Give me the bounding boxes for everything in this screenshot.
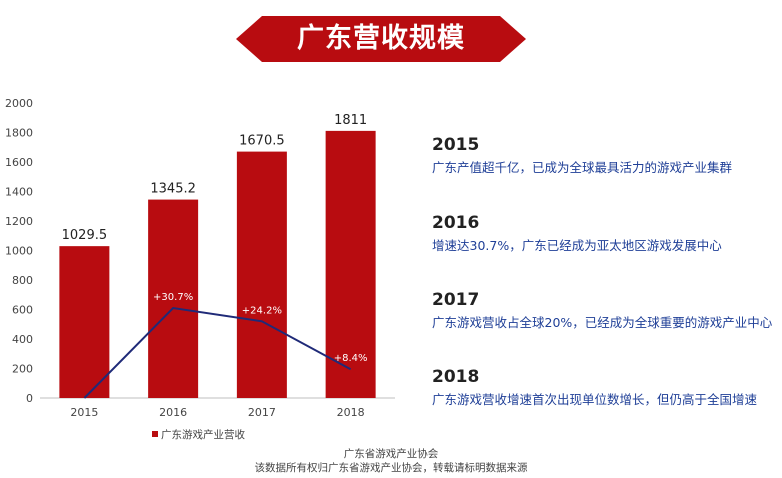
y-tick-label: 1600 (5, 156, 33, 169)
y-tick-label: 1400 (5, 186, 33, 199)
description-2018: 2018 广东游戏营收增速首次出现单位数增长，但仍高于全国增速 (432, 366, 782, 409)
revenue-chart: 0 200 400 600 800 1000 1200 1400 1600 1800 2000 102… (5, 97, 395, 441)
x-tick-label: 2018 (337, 406, 365, 419)
footer-source: 广东省游戏产业协会 (343, 448, 439, 460)
description-2015: 2015 广东产值超千亿，已成为全球最具活力的游戏产业集群 (432, 134, 782, 177)
y-tick-label: 600 (12, 304, 33, 317)
page-title: 广东营收规模 (297, 23, 465, 54)
y-tick-label: 400 (12, 333, 33, 346)
y-tick-label: 1800 (5, 127, 33, 140)
description-text: 广东游戏营收增速首次出现单位数增长，但仍高于全国增速 (432, 392, 758, 407)
footer-copyright: 该数据所有权归广东省游戏产业协会，转载请标明数据来源 (254, 462, 528, 474)
growth-label: +24.2% (242, 305, 282, 316)
description-text: 增速达30.7%，广东已经成为亚太地区游戏发展中心 (432, 238, 722, 253)
banner-shape (236, 16, 526, 62)
x-tick-label: 2016 (159, 406, 187, 419)
bar-value-label: 1345.2 (150, 182, 196, 197)
y-tick-label: 1000 (5, 245, 33, 258)
description-text: 广东产值超千亿，已成为全球最具活力的游戏产业集群 (432, 160, 733, 175)
growth-label: +8.4% (334, 353, 368, 364)
growth-label: +30.7% (153, 292, 193, 303)
bar (236, 151, 287, 398)
bar (148, 199, 199, 398)
y-tick-label: 200 (12, 363, 33, 376)
y-tick-label: 2000 (5, 97, 33, 110)
description-year: 2016 (432, 213, 480, 233)
legend-swatch (152, 431, 158, 437)
y-tick-label: 800 (12, 274, 33, 287)
bar-value-label: 1811 (334, 113, 367, 128)
description-text: 广东游戏营收占全球20%，已经成为全球重要的游戏产业中心 (432, 315, 773, 330)
title-banner: 广东营收规模 (236, 16, 526, 62)
y-tick-label: 1200 (5, 215, 33, 228)
description-year: 2015 (432, 135, 480, 155)
bar (325, 130, 376, 398)
description-year: 2018 (432, 367, 480, 387)
y-tick-label: 0 (26, 392, 33, 405)
growth-line (83, 306, 352, 399)
x-tick-label: 2017 (248, 406, 276, 419)
bar (59, 246, 110, 398)
bar-value-label: 1029.5 (62, 228, 108, 243)
description-year: 2017 (432, 290, 480, 310)
bar-value-label: 1670.5 (239, 134, 285, 149)
legend-label: 广东游戏产业营收 (161, 428, 245, 441)
description-2016: 2016 增速达30.7%，广东已经成为亚太地区游戏发展中心 (432, 212, 782, 255)
x-tick-label: 2015 (70, 406, 98, 419)
description-2017: 2017 广东游戏营收占全球20%，已经成为全球重要的游戏产业中心 (432, 289, 782, 332)
